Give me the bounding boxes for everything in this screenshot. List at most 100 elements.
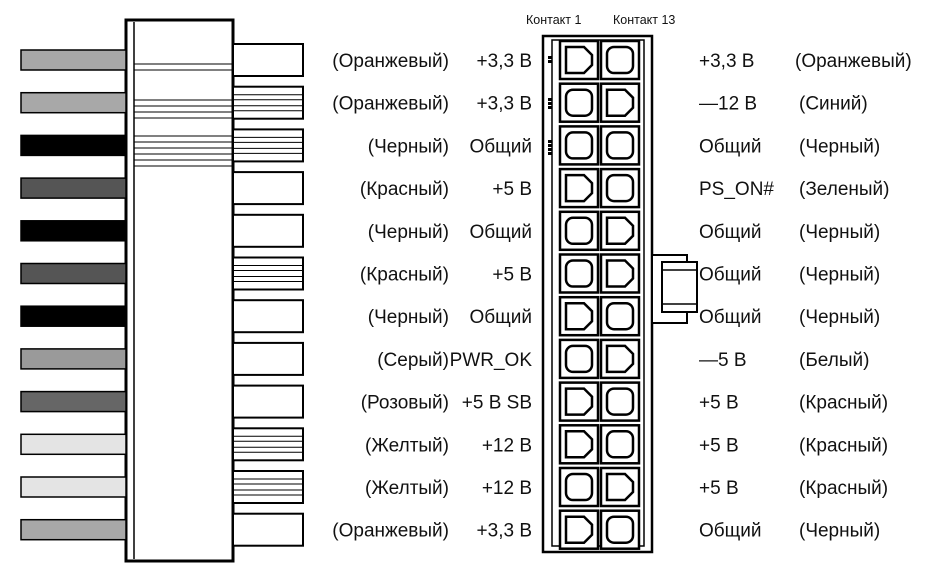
side-notch xyxy=(548,148,552,151)
terminal xyxy=(232,384,304,419)
left-pin-signal: Общий xyxy=(469,307,532,328)
right-pin-color: (Черный) xyxy=(799,265,880,286)
side-notch xyxy=(548,56,552,59)
left-pin-color: (Черный) xyxy=(368,136,449,157)
side-notch xyxy=(548,152,552,155)
right-pin-color: (Красный) xyxy=(799,435,888,456)
side-notch xyxy=(548,60,552,63)
left-pin-signal: +3,3 В xyxy=(477,51,532,72)
pin-socket xyxy=(564,472,594,502)
terminal xyxy=(232,128,304,163)
right-pin-signal: +5 В xyxy=(699,435,739,456)
wire xyxy=(20,262,127,285)
right-pin-signal: +5 В xyxy=(699,393,739,414)
pin-socket xyxy=(564,515,594,544)
wire xyxy=(20,433,127,456)
wire xyxy=(20,220,127,242)
wire xyxy=(20,390,127,413)
pin-socket xyxy=(605,344,635,374)
side-notch xyxy=(548,140,552,143)
pin-labels: (Оранжевый) +3,3 В (Оранжевый) +3,3 В (Черны… xyxy=(332,51,911,542)
right-pin-signal: Общий xyxy=(699,222,762,243)
wire xyxy=(20,476,127,498)
left-pin-color: (Черный) xyxy=(368,307,449,328)
terminal xyxy=(232,427,304,462)
terminal xyxy=(232,171,304,206)
pin-socket xyxy=(605,131,635,160)
pin-socket xyxy=(564,344,594,374)
terminal xyxy=(232,470,304,504)
terminal xyxy=(232,43,304,77)
left-pin-signal: +3,3 В xyxy=(477,521,532,542)
terminal xyxy=(232,213,304,248)
terminal xyxy=(232,512,304,547)
pin-socket xyxy=(564,88,594,117)
right-pin-signal: —5 В xyxy=(699,350,747,371)
pin-socket xyxy=(564,259,594,288)
pin-socket xyxy=(564,216,594,246)
left-pin-signal: PWR_OK xyxy=(450,350,533,371)
left-pin-color: (Красный) xyxy=(360,179,449,200)
left-pin-color: (Оранжевый) xyxy=(332,51,449,72)
terminal xyxy=(232,256,304,291)
left-pin-color: (Серый) xyxy=(377,350,449,371)
wire xyxy=(20,348,127,370)
side-view-connector xyxy=(20,18,304,563)
right-pin-color: (Красный) xyxy=(799,478,888,499)
left-pin-signal: Общий xyxy=(469,222,532,243)
pin-socket xyxy=(564,301,594,331)
side-notch xyxy=(548,106,552,109)
right-pin-color: (Красный) xyxy=(799,393,888,414)
pin-socket xyxy=(605,45,635,75)
pin-socket xyxy=(564,131,594,160)
right-pin-signal: Общий xyxy=(699,307,762,328)
right-pin-signal: —12 В xyxy=(699,94,757,115)
side-notch xyxy=(548,102,552,105)
pin-socket xyxy=(605,430,635,459)
wire xyxy=(20,91,127,114)
wire xyxy=(20,518,127,541)
terminal xyxy=(232,299,304,334)
right-pin-color: (Черный) xyxy=(799,521,880,542)
left-pin-signal: +5 В xyxy=(492,265,532,286)
wire xyxy=(20,49,127,71)
left-pin-color: (Черный) xyxy=(368,222,449,243)
right-pin-color: (Белый) xyxy=(799,350,869,371)
left-pin-color: (Желтый) xyxy=(365,435,449,456)
right-pin-signal: +3,3 В xyxy=(699,51,754,72)
left-pin-signal: +3,3 В xyxy=(477,94,532,115)
left-pin-signal: +5 В xyxy=(492,179,532,200)
pin-socket xyxy=(564,173,594,203)
pin-socket xyxy=(605,216,635,246)
front-view-connector xyxy=(541,34,698,554)
pin-socket xyxy=(605,259,635,288)
right-pin-signal: Общий xyxy=(699,136,762,157)
terminal xyxy=(232,85,304,120)
pin-socket xyxy=(605,472,635,502)
left-pin-color: (Розовый) xyxy=(361,393,449,414)
wire xyxy=(20,177,127,199)
side-notch xyxy=(548,98,552,101)
left-pin-signal: +12 В xyxy=(482,478,532,499)
left-pin-color: (Оранжевый) xyxy=(332,521,449,542)
left-pin-color: (Оранжевый) xyxy=(332,94,449,115)
pin-socket xyxy=(605,88,635,117)
pin-socket xyxy=(564,45,594,75)
right-pin-color: (Зеленый) xyxy=(799,179,889,200)
pin-socket xyxy=(605,387,635,416)
left-pin-signal: +12 В xyxy=(482,435,532,456)
right-pin-signal: Общий xyxy=(699,265,762,286)
right-pin-color: (Черный) xyxy=(799,136,880,157)
pin-socket xyxy=(564,430,594,459)
contact-13-label: Контакт 13 xyxy=(613,13,675,27)
wire xyxy=(20,305,127,327)
terminal xyxy=(232,341,304,376)
right-pin-color: (Оранжевый) xyxy=(795,51,912,72)
left-pin-color: (Красный) xyxy=(360,265,449,286)
right-pin-color: (Черный) xyxy=(799,307,880,328)
left-pin-signal: Общий xyxy=(469,136,532,157)
pin-socket xyxy=(605,515,635,544)
pin-socket xyxy=(605,301,635,331)
housing-body xyxy=(124,18,235,563)
